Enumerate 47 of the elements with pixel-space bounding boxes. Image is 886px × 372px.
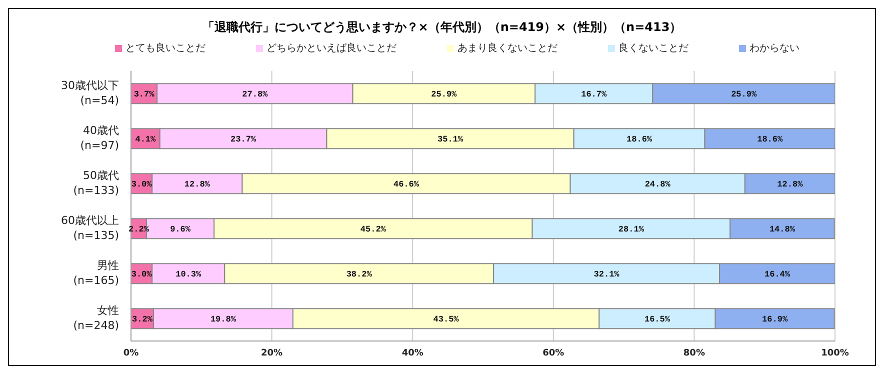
data-label: 45.2% — [360, 224, 387, 235]
data-label: 38.2% — [346, 270, 373, 280]
x-tick-label: 0% — [123, 348, 139, 358]
data-label: 32.1% — [594, 270, 620, 280]
data-label: 25.9% — [731, 90, 758, 100]
chart-title: 「退職代行」についてどう思いますか？×（年代別）（n=419）×（性別）（n=413） — [201, 19, 683, 36]
legend-label: とても良いことだ — [126, 43, 206, 54]
legend-label: 良くないことだ — [618, 43, 688, 54]
data-label: 14.8% — [769, 224, 796, 235]
legend-label: あまり良くないことだ — [458, 43, 558, 54]
data-label: 3.7% — [134, 90, 156, 100]
data-label: 19.8% — [210, 314, 237, 325]
x-tick-label: 40% — [402, 348, 424, 358]
data-label: 12.8% — [777, 180, 804, 190]
data-label: 3.0% — [131, 270, 153, 280]
y-tick-label: 女性 (n=248) — [73, 304, 119, 332]
data-label: 46.6% — [394, 180, 420, 190]
data-label: 16.9% — [762, 314, 788, 325]
y-tick-label: 40歳代 (n=97) — [80, 124, 119, 152]
data-label: 10.3% — [176, 270, 202, 280]
y-tick-label: 60歳代以上 (n=135) — [61, 214, 119, 242]
y-tick-label: 30歳代以下 (n=54) — [61, 79, 119, 108]
data-label: 16.4% — [764, 270, 791, 280]
data-label: 35.1% — [438, 134, 464, 145]
data-label: 18.6% — [757, 134, 784, 145]
y-tick-label: 男性 (n=165) — [73, 259, 119, 288]
data-label: 23.7% — [230, 134, 257, 145]
x-tick-label: 20% — [261, 348, 283, 358]
data-label: 16.7% — [581, 90, 608, 100]
data-label: 28.1% — [618, 224, 645, 235]
data-label: 43.5% — [433, 314, 460, 325]
data-label: 27.8% — [242, 90, 269, 100]
data-label: 16.5% — [644, 314, 671, 325]
legend-label: わからない — [750, 43, 800, 54]
y-tick-label: 50歳代 (n=133) — [73, 169, 119, 198]
x-tick-label: 80% — [683, 348, 705, 358]
x-tick-label: 60% — [542, 348, 564, 358]
data-label: 25.9% — [431, 90, 458, 100]
data-label: 4.1% — [135, 134, 157, 145]
x-tick-label: 100% — [821, 348, 849, 358]
data-label: 9.6% — [170, 224, 192, 235]
data-label: 24.8% — [644, 180, 672, 190]
legend-label: どちらかといえば良いことだ — [266, 43, 396, 54]
data-label: 12.8% — [184, 180, 211, 190]
data-label: 18.6% — [626, 134, 653, 145]
data-label: 3.2% — [132, 314, 154, 325]
data-label: 3.0% — [131, 180, 153, 190]
